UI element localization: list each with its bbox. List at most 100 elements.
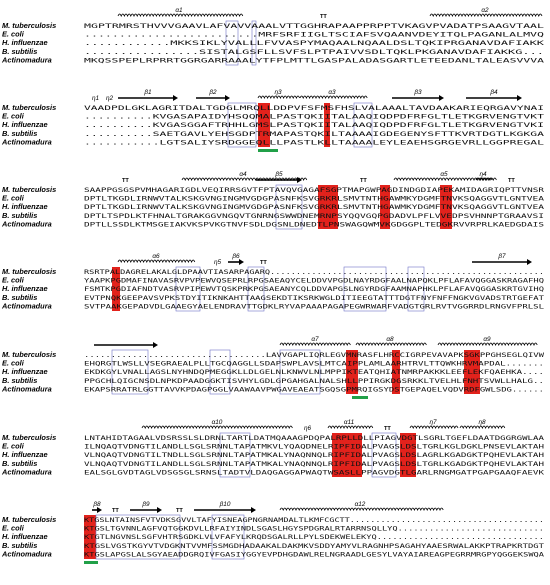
species-name: M. tuberculosis (2, 433, 56, 442)
sequence-row: ..........SAETGAVLYEHSGDPTRMAPASTQKILTAA… (84, 130, 544, 138)
alignment-block: TT α4 β5 TT α5 η4 TT M. tuberculosis SAAPPGSGSPV… (1, 171, 544, 230)
species-name: H. influenzae (2, 367, 48, 376)
species-name: E. coli (2, 276, 25, 285)
strand-arrow-head (297, 177, 302, 183)
strand-label: β3 (413, 89, 422, 96)
conserved-column (400, 433, 416, 477)
species-name: H. influenzae (2, 38, 48, 47)
species-name: B. subtilis (2, 293, 37, 302)
helix-label: α9 (483, 336, 491, 343)
strand-label: β9 (141, 501, 150, 508)
helix-coil (429, 13, 543, 18)
alignment-block: α7 α8 α9 M. tuberculosis...................… (1, 336, 544, 399)
conserved-column (84, 515, 96, 559)
sequence-row: KTGSLTGVNNLAGFVQTGGKDVLLRFAIYINDLSGASLHG… (84, 525, 544, 533)
species-name: Actinomadura (1, 384, 52, 393)
turn-label: TT (384, 426, 391, 432)
species-name: B. subtilis (2, 376, 37, 385)
conserved-column (324, 103, 330, 147)
species-name: H. influenzae (2, 450, 48, 459)
species-name: Actinomadura (1, 549, 52, 558)
alignment-block: η1 η2 β1 β2 η3 α3 β3 β4 M. tuberculosis VAADPDLGK… (1, 89, 544, 152)
similarity-box (407, 266, 425, 312)
turn-label: TT (112, 508, 119, 514)
helix-label: α5 (440, 171, 448, 178)
species-name: M. tuberculosis (2, 515, 56, 524)
helix-label: α8 (386, 336, 394, 343)
strand-arrow-head (251, 507, 256, 513)
turn-label: TT (508, 178, 515, 184)
sequence-row: DPTLLSSDLKTMSGEIAKVKSPVKGTNVFSDLDGSNLDNE… (84, 220, 544, 228)
sequence-row: VLNQAQTVDNGTILTNDLLSGLSRNNLTAPATMKALYNAQ… (84, 451, 544, 459)
turn-label: TT (320, 14, 327, 20)
strand-label: β6 (231, 253, 240, 260)
species-name: M. tuberculosis (2, 267, 56, 276)
motif-bar (258, 149, 278, 152)
helix-coil (279, 507, 444, 512)
species-name: Actinomadura (1, 301, 52, 310)
sequence-row: EKAPSRRATRLGGTTAVVKPDAGPGGLVAAWAAVPWGAVE… (84, 385, 544, 393)
conserved-column (332, 433, 362, 477)
sequence-row: KTGSLAPGSLALSGYAEADDGRQIVFGASIYGGYEVPDHG… (84, 550, 544, 558)
strand-label: β4 (489, 89, 498, 96)
species-name: H. influenzae (2, 284, 48, 293)
species-name: Actinomadura (1, 137, 52, 146)
species-name: B. subtilis (2, 129, 37, 138)
motif-bar (84, 561, 98, 564)
sequence-row: PPGCHLQIGCNSDLNPKDPAADGGKTISVHYLGDLGPGAH… (84, 377, 544, 385)
similarity-box (251, 20, 257, 66)
sequence-row: DPTLTKGDLIRNWVTALKSKGVNGINGMVGDGPASNFKSV… (84, 203, 544, 211)
helix-coil (393, 177, 497, 182)
species-name: B. subtilis (2, 541, 37, 550)
strand-label: β8 (92, 501, 101, 508)
sequence-row: VLNQAQTVDNGTILANDLLSGLSRNNLTAPATMKALYNAQ… (84, 460, 544, 468)
similarity-box (95, 514, 181, 560)
species-name: E. coli (2, 359, 25, 368)
strand-label: β10 (219, 501, 231, 508)
helix-coil (117, 259, 196, 264)
helix-label: α7 (311, 336, 319, 343)
sequence-row: KTGSLVGSTKGYVTVDGKNTVVMFSSMGDHADAAKALDAK… (84, 542, 544, 550)
helix-coil (299, 95, 368, 100)
helix-coil (475, 177, 493, 182)
helix-label: α3 (328, 89, 336, 96)
species-name: E. coli (2, 194, 25, 203)
strand-arrow-head (157, 507, 162, 513)
sequence-row: ..........KVGASAPAIDYHSQQMALPASTQKIITALA… (84, 113, 544, 121)
strand-arrow-head (225, 95, 230, 101)
species-name: Actinomadura (1, 55, 52, 64)
helix-label: α1 (175, 7, 183, 14)
sequence-row: LNTAHIDTAGAALVDSRSSLSLDRNLTARTLDATMQAAAG… (84, 434, 544, 442)
helix-label: α6 (152, 253, 160, 260)
sequence-row: MKQSSPEPLRPRRTGGRGARRAAALYTFPLMTTLGASPAL… (84, 56, 544, 64)
sequence-row: DPTLTSPDLKTFHNALTGRAKGGVNGQVTGNRNGSWWDNE… (84, 212, 544, 220)
sequence-row: SAAPPGSGSPVMHAGARIGDLVEQIRRSGVTFPTAVQVGA… (84, 186, 544, 194)
strand-arrow-head (517, 95, 522, 101)
species-name: Actinomadura (1, 219, 52, 228)
sequence-row: ..................................LAVVGA… (84, 351, 544, 359)
strand-arrow-head (97, 507, 102, 513)
similarity-box (247, 266, 265, 312)
sequence-row: MGPTRMRSTHVVVGAAVLAFVAVVAAALVTTGGHRAPAAP… (84, 22, 544, 30)
sequence-row: YAAPKPGDMAFINAVASRVPVPEWVQSEPRLRPGSAEAQY… (84, 277, 544, 285)
alignment-block: β8 TT β9 TT β10 α12 M. tuberculosis KTGSLNTAINS… (1, 501, 544, 564)
similarity-box (343, 266, 387, 312)
similarity-box (111, 349, 149, 395)
sequence-row: EHQRGTLWSLLVSEGRAEALPLLTGCQAGGLLSDAPSWPL… (84, 360, 544, 368)
species-name: M. tuberculosis (2, 185, 56, 194)
sequence-row: EALSGLGVDTAGLVDSGSGLSRNSLTADTVLDAQGAGGAP… (84, 468, 544, 476)
strand-label: β2 (208, 89, 217, 96)
helix-coil (327, 425, 374, 430)
helix-coil (181, 177, 308, 182)
sequence-row: ILNQAQTVDNGTILANDLLSGLSRNNLTAPATMKVLYQAQ… (84, 443, 544, 451)
strand-arrow-head (173, 95, 178, 101)
helix-coil (459, 425, 506, 430)
species-name: Actinomadura (1, 467, 52, 476)
similarity-box (227, 102, 257, 148)
species-name: M. tuberculosis (2, 350, 56, 359)
turn-label: TT (360, 178, 367, 184)
helix-coil (141, 425, 293, 430)
species-name: H. influenzae (2, 532, 48, 541)
similarity-box (209, 349, 231, 395)
